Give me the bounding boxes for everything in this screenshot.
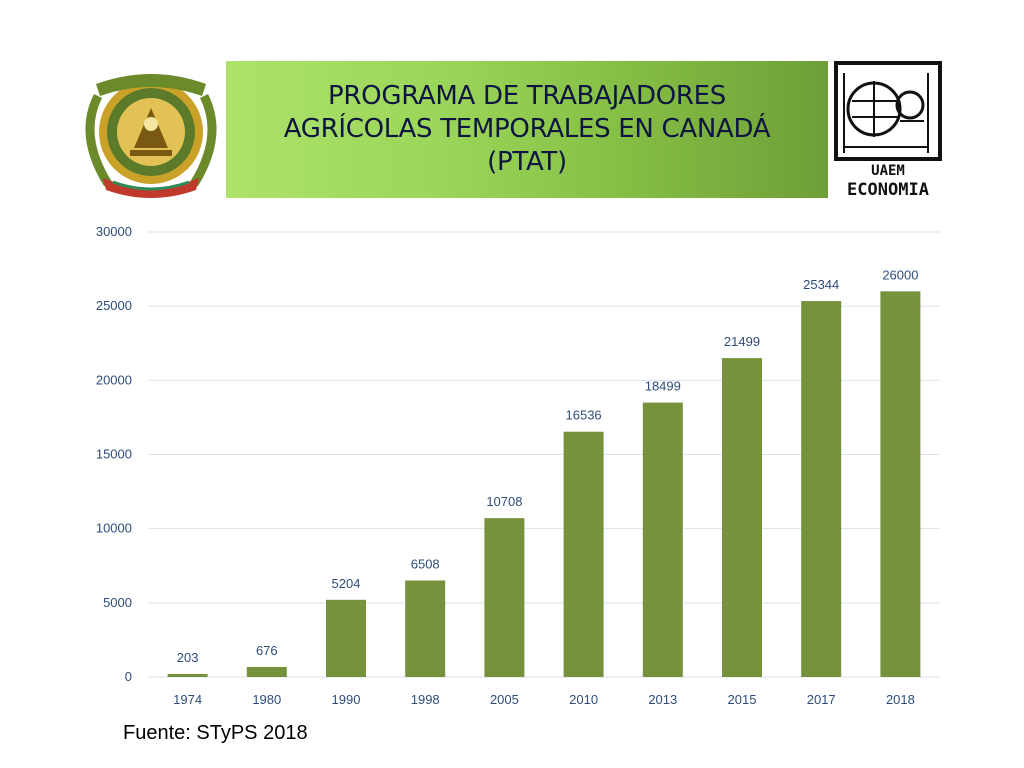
x-category-label: 2010 [569, 692, 598, 707]
bar [405, 580, 446, 677]
bar [326, 599, 366, 677]
uaem-economia-logo-icon: UAEM ECONOMIA [834, 61, 942, 200]
source-note: Fuente: STyPS 2018 [123, 722, 308, 744]
data-label: 26000 [882, 267, 918, 282]
data-label: 18499 [645, 379, 681, 394]
x-category-label: 2015 [728, 692, 757, 707]
x-category-label: 2013 [648, 692, 677, 707]
y-tick-label: 0 [125, 669, 132, 684]
x-category-label: 1990 [332, 692, 361, 707]
data-label: 10708 [486, 494, 522, 509]
bar [722, 358, 762, 677]
bar [167, 673, 208, 677]
university-seal-logo [78, 66, 224, 198]
data-label: 25344 [803, 277, 839, 292]
bar [801, 301, 842, 677]
y-tick-label: 5000 [103, 595, 132, 610]
bar-chart-svg: 0 5000 10000 15000 20000 25000 30000 203 1974 676… [96, 224, 940, 707]
y-tick-label: 20000 [96, 372, 132, 387]
y-tick-label: 30000 [96, 224, 132, 239]
x-category-label: 1974 [173, 692, 202, 707]
y-tick-label: 25000 [96, 298, 132, 313]
logo-text-bottom: ECONOMIA [847, 180, 929, 199]
bar [880, 291, 921, 677]
data-label: 676 [256, 643, 278, 658]
bar [563, 431, 604, 677]
university-seal-icon [85, 74, 217, 198]
bar-chart: 0 5000 10000 15000 20000 25000 30000 203 1974 676… [0, 210, 1024, 715]
bar [484, 518, 525, 677]
x-category-label: 1998 [411, 692, 440, 707]
uaem-economia-logo: UAEM ECONOMIA [832, 61, 944, 200]
data-label: 6508 [411, 556, 440, 571]
x-category-label: 2005 [490, 692, 519, 707]
bar [642, 402, 683, 677]
x-category-label: 2017 [807, 692, 836, 707]
title-banner: PROGRAMA DE TRABAJADORES AGRÍCOLAS TEMPO… [226, 61, 828, 198]
data-label: 21499 [724, 334, 760, 349]
logo-text-top: UAEM [871, 163, 905, 179]
x-category-label: 1980 [252, 692, 281, 707]
x-category-label: 2018 [886, 692, 915, 707]
bar [246, 666, 287, 677]
y-tick-label: 10000 [96, 521, 132, 536]
data-label: 203 [177, 650, 199, 665]
data-label: 5204 [332, 576, 361, 591]
chart-title: PROGRAMA DE TRABAJADORES AGRÍCOLAS TEMPO… [283, 81, 771, 177]
data-label: 16536 [566, 408, 602, 423]
y-tick-label: 15000 [96, 447, 132, 462]
